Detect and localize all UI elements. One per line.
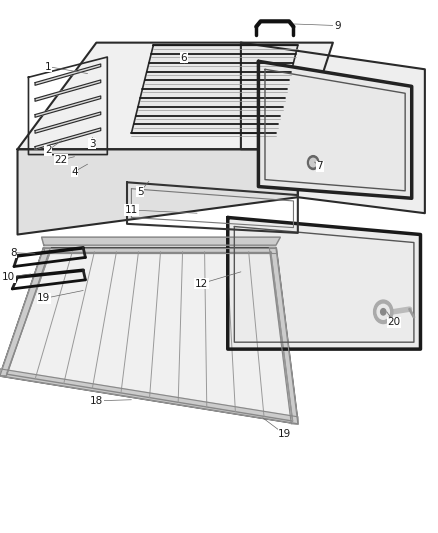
Polygon shape <box>35 80 101 101</box>
Polygon shape <box>228 217 420 349</box>
Polygon shape <box>0 248 298 424</box>
Circle shape <box>374 300 393 324</box>
Polygon shape <box>44 248 276 253</box>
Text: 8: 8 <box>10 248 17 257</box>
Text: 11: 11 <box>125 205 138 215</box>
Text: 20: 20 <box>388 318 401 327</box>
Circle shape <box>307 156 319 169</box>
Polygon shape <box>131 45 298 133</box>
Text: 12: 12 <box>195 279 208 288</box>
Text: 22: 22 <box>55 155 68 165</box>
Polygon shape <box>18 149 298 235</box>
Text: 7: 7 <box>316 161 323 171</box>
Text: 19: 19 <box>37 294 50 303</box>
Text: 6: 6 <box>180 53 187 62</box>
Polygon shape <box>258 61 412 198</box>
Text: 3: 3 <box>88 139 95 149</box>
Polygon shape <box>0 369 298 424</box>
Polygon shape <box>35 128 101 149</box>
Circle shape <box>381 309 386 315</box>
Text: 19: 19 <box>278 430 291 439</box>
Text: 5: 5 <box>137 187 144 197</box>
Polygon shape <box>18 43 333 149</box>
Polygon shape <box>42 237 280 245</box>
Text: 18: 18 <box>90 396 103 406</box>
Circle shape <box>377 304 389 319</box>
Text: 9: 9 <box>334 21 341 30</box>
Circle shape <box>310 158 317 167</box>
Polygon shape <box>241 43 425 213</box>
Text: 2: 2 <box>45 146 52 155</box>
Text: 10: 10 <box>2 272 15 282</box>
Polygon shape <box>35 112 101 133</box>
Polygon shape <box>35 96 101 117</box>
Polygon shape <box>269 248 298 424</box>
Text: 4: 4 <box>71 167 78 176</box>
Text: 1: 1 <box>45 62 52 71</box>
Polygon shape <box>0 248 50 376</box>
Polygon shape <box>35 64 101 85</box>
